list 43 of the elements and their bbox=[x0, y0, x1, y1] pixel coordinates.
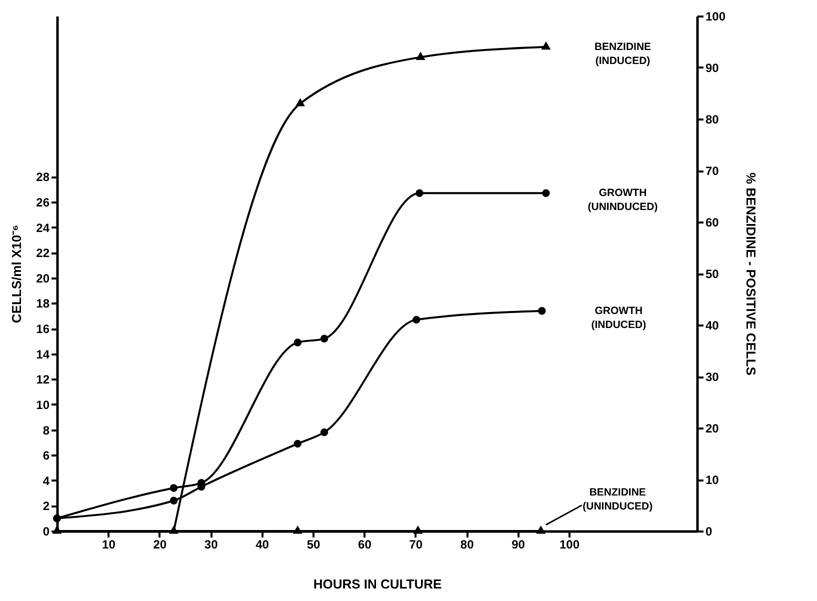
y2-tick-label: 70 bbox=[706, 164, 720, 178]
y2-tick-label: 60 bbox=[706, 216, 720, 230]
y-tick-label: 22 bbox=[36, 246, 50, 260]
x-tick-label: 100 bbox=[559, 538, 580, 552]
y-tick-label: 6 bbox=[42, 448, 50, 463]
y-tick-label: 28 bbox=[36, 170, 50, 184]
x-tick-label: 60 bbox=[358, 538, 372, 552]
x-axis-title: HOURS IN CULTURE bbox=[313, 576, 442, 592]
y2-tick-label: 30 bbox=[706, 370, 720, 384]
x-tick-label: 70 bbox=[409, 538, 423, 552]
x-tick-label: 50 bbox=[306, 538, 320, 552]
x-tick-label: 10 bbox=[102, 538, 116, 552]
y2-tick-label: 50 bbox=[706, 267, 720, 281]
y-tick-label: 14 bbox=[36, 347, 50, 362]
text: BENZIDINE (UNINDUCED) bbox=[582, 486, 653, 512]
y-tick-label: 8 bbox=[42, 423, 50, 438]
y2-tick-label: 40 bbox=[706, 318, 720, 332]
y-tick-label: 10 bbox=[36, 398, 50, 412]
y2-tick-label: 10 bbox=[706, 473, 720, 487]
y-tick-label: 20 bbox=[36, 271, 50, 286]
y2-tick-label: 80 bbox=[706, 112, 720, 126]
x-tick-label: 30 bbox=[204, 538, 218, 552]
x-tick-label: 80 bbox=[460, 538, 474, 552]
y-tick-label: 18 bbox=[36, 296, 50, 311]
text: GROWTH (INDUCED) bbox=[591, 304, 646, 331]
x-tick-label: 40 bbox=[256, 538, 270, 552]
y-tick-label: 24 bbox=[36, 220, 50, 235]
text: GROWTH (UNINDUCED) bbox=[588, 187, 658, 214]
y-tick-label: 16 bbox=[36, 322, 50, 336]
y2-tick-label: 20 bbox=[706, 422, 720, 436]
y-axis-title: CELLS/ml X10⁻⁶ bbox=[9, 224, 24, 324]
y-tick-label: 4 bbox=[42, 474, 50, 488]
y2-tick-label: 90 bbox=[706, 61, 720, 75]
y2-tick-label: 0 bbox=[706, 524, 712, 538]
y-tick-label: 0 bbox=[42, 524, 50, 538]
y2-axis-title: % BENZIDINE - POSITIVE CELLS bbox=[744, 172, 759, 376]
y-tick-label: 2 bbox=[42, 499, 50, 514]
text: BENZIDINE (INDUCED) bbox=[594, 40, 652, 67]
y2-tick-label: 100 bbox=[706, 10, 726, 24]
x-tick-label: 90 bbox=[512, 538, 526, 552]
x-tick-label: 20 bbox=[153, 538, 167, 552]
y-tick-label: 12 bbox=[36, 372, 50, 387]
y-tick-label: 26 bbox=[36, 196, 50, 210]
